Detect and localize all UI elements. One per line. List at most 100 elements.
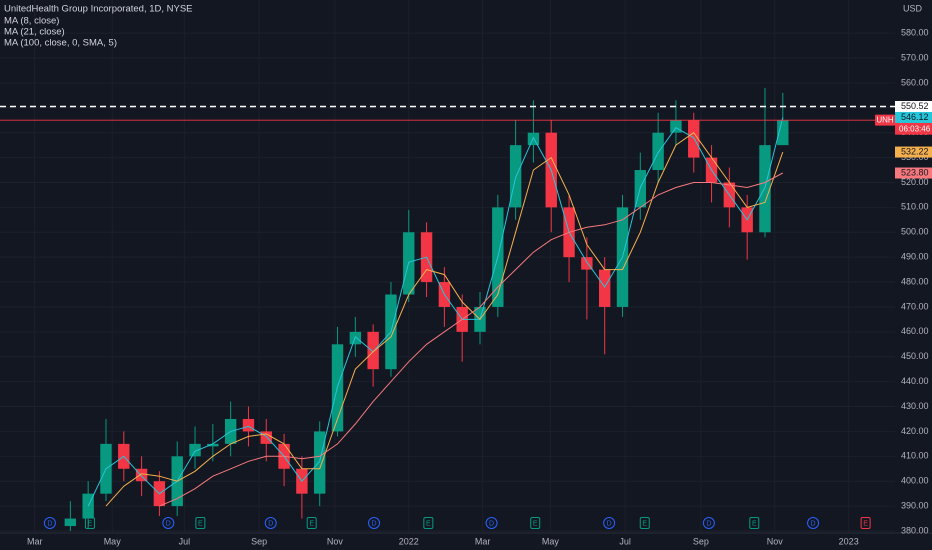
price-marker-label: 532.22 (901, 146, 929, 156)
candle-body (189, 443, 201, 457)
candle-body (135, 468, 148, 482)
price-marker-label: 550.52 (901, 101, 929, 111)
event-label: E (533, 520, 538, 527)
currency: USD (903, 3, 923, 13)
y-tick-label: 500.00 (901, 227, 929, 237)
x-tick-label: May (104, 536, 122, 546)
y-tick-label: 470.00 (901, 301, 929, 311)
y-tick-label: 390.00 (901, 500, 929, 510)
y-tick-label: 460.00 (901, 326, 929, 336)
candle-body (652, 132, 664, 171)
y-tick-label: 560.00 (901, 77, 929, 87)
chart-title: UnitedHealth Group Incorporated, 1D, NYS… (4, 4, 193, 15)
event-icon (603, 517, 616, 529)
event-label: E (198, 520, 203, 527)
y-tick-label: 430.00 (901, 401, 929, 411)
event-icon (702, 517, 715, 529)
price-marker-label: 546.12 (901, 112, 929, 122)
x-tick-label: Jul (619, 536, 631, 546)
y-tick-label: 580.00 (901, 27, 929, 37)
price-marker (895, 101, 932, 113)
event-label: D (371, 520, 376, 527)
event-icon (195, 517, 206, 529)
event-label: D (706, 520, 711, 527)
x-tick-label: Mar (475, 536, 491, 546)
candle-body (242, 418, 255, 432)
y-tick-label: 380.00 (901, 525, 929, 535)
event-icon (749, 517, 760, 529)
candle-body (670, 120, 682, 133)
price-marker (895, 167, 932, 179)
y-tick-label: 400.00 (901, 476, 929, 486)
candle-body (581, 257, 593, 270)
y-tick-label: 570.00 (901, 52, 929, 62)
y-tick-label: 490.00 (901, 252, 929, 262)
event-label: E (88, 520, 93, 527)
symbol-tag (875, 114, 895, 126)
event-icon (43, 517, 56, 529)
x-tick-label: Nov (327, 536, 344, 546)
event-label: D (166, 520, 171, 527)
y-tick-label: 440.00 (901, 376, 929, 386)
candle-body (527, 132, 540, 146)
candle-body (688, 120, 700, 158)
y-tick-label: 520.00 (901, 177, 929, 187)
candle-body (207, 443, 219, 447)
candle-body (759, 145, 771, 233)
countdown-label: 06:03:46 (899, 124, 931, 133)
ma-line (159, 172, 784, 507)
x-tick-label: 2023 (839, 536, 859, 546)
event-icon (162, 517, 175, 529)
candle-body (777, 120, 789, 146)
x-tick-label: 2022 (399, 536, 419, 546)
event-label: E (752, 520, 757, 527)
x-tick-label: Sep (693, 536, 709, 546)
legend-entry: MA (21, close) (4, 27, 65, 38)
price-marker (895, 146, 932, 158)
event-icon (264, 517, 277, 529)
x-tick-label: Jul (179, 536, 191, 546)
y-tick-label: 510.00 (901, 202, 929, 212)
candle-body (367, 331, 379, 370)
event-icon (530, 517, 541, 529)
y-tick-label: 420.00 (901, 426, 929, 436)
x-tick-label: Nov (767, 536, 784, 546)
event-icon (423, 517, 434, 529)
x-tick-label: Sep (251, 536, 267, 546)
candle-body (314, 431, 326, 494)
event-icon (639, 517, 650, 529)
event-label: D (489, 520, 494, 527)
event-icon (485, 517, 498, 529)
event-label: D (607, 520, 612, 527)
plot (64, 87, 789, 532)
y-tick-label: 480.00 (901, 276, 929, 286)
event-icon (860, 517, 871, 529)
event-label: E (863, 520, 868, 527)
symbol-label: UNH (876, 115, 894, 124)
candle-body (598, 269, 611, 307)
event-icon (84, 517, 95, 529)
event-icon (306, 517, 317, 529)
candle-body (82, 493, 94, 519)
event-icon (368, 517, 381, 529)
y-tick-label: 410.00 (901, 451, 929, 461)
price-marker-label: 523.80 (901, 167, 929, 177)
x-tick-label: Mar (27, 536, 43, 546)
event-label: E (426, 520, 431, 527)
event-label: D (47, 520, 52, 527)
event-label: D (811, 520, 816, 527)
legend-entry: MA (8, close) (4, 16, 59, 27)
event-label: D (268, 520, 273, 527)
event-label: E (642, 520, 647, 527)
y-tick-label: 450.00 (901, 351, 929, 361)
candle-body (260, 431, 272, 444)
candle-body (64, 518, 77, 527)
price-axis (895, 0, 932, 550)
price-marker (895, 111, 932, 123)
ma-line (105, 132, 784, 507)
x-tick-label: May (542, 536, 560, 546)
event-icon (807, 517, 820, 529)
event-label: E (309, 520, 314, 527)
legend-entry: MA (100, close, 0, SMA, 5) (4, 38, 117, 49)
